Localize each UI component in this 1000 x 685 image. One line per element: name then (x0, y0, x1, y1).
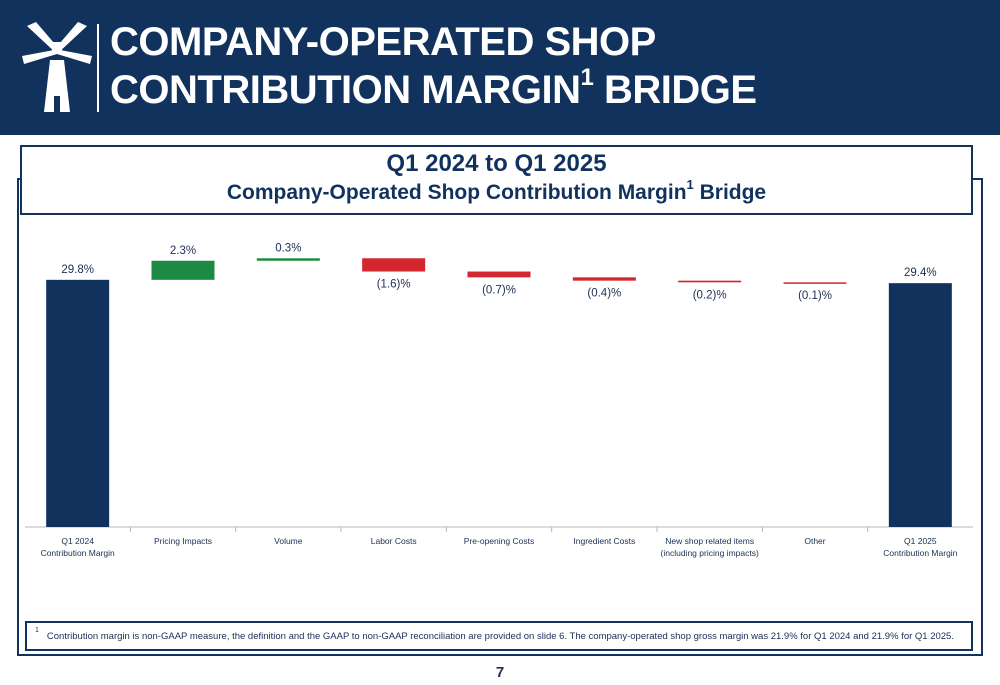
x-tick-label-9-line-1: Q1 2025 (904, 536, 937, 546)
page-title: COMPANY-OPERATED SHOP CONTRIBUTION MARGI… (110, 18, 757, 114)
bar-9 (888, 283, 952, 527)
x-tick-label-5: Pre-opening Costs (464, 536, 534, 546)
bar-7 (678, 280, 742, 283)
data-label-1: 29.8% (61, 264, 94, 276)
x-tick-label-9-line-2: Contribution Margin (883, 548, 957, 558)
x-tick-label-7-line-1: New shop related items (665, 536, 754, 546)
x-tick-label-3: Volume (274, 536, 303, 546)
chart-period-title: Q1 2024 to Q1 2025 (386, 150, 607, 177)
data-label-4: (1.6)% (377, 279, 411, 291)
windmill-icon (22, 22, 92, 112)
title-footnote-marker: 1 (580, 63, 594, 91)
footnote-text: Contribution margin is non-GAAP measure,… (46, 631, 954, 643)
page-number: 7 (495, 664, 505, 681)
data-label-8: (0.1)% (798, 290, 832, 302)
x-tick-label-1-line-2: Contribution Margin (41, 548, 115, 558)
footnote: 1 Contribution margin is non-GAAP measure… (25, 621, 973, 651)
bar-2 (151, 260, 215, 280)
data-label-7: (0.2)% (693, 289, 727, 301)
chart-subtitle-text: Company-Operated Shop Contribution Margi… (226, 181, 687, 204)
chart-title-box: Q1 2024 to Q1 2025 Company-Operated Shop… (20, 145, 973, 215)
data-label-5: (0.7)% (482, 284, 516, 296)
x-tick-label-8: Other (804, 536, 825, 546)
title-line-2-text: CONTRIBUTION MARGIN (110, 68, 581, 112)
data-label-2: 2.3% (170, 245, 196, 257)
header-banner: COMPANY-OPERATED SHOP CONTRIBUTION MARGI… (0, 0, 1000, 135)
x-tick-label-7-line-2: (including pricing impacts) (661, 548, 759, 558)
bar-8 (783, 282, 847, 284)
title-line-2-end: BRIDGE (593, 68, 757, 112)
chart-subtitle-footnote-marker: 1 (686, 177, 694, 192)
header-divider (97, 24, 99, 112)
x-tick-label-1-line-1: Q1 2024 (61, 536, 94, 546)
bar-6 (572, 277, 636, 281)
chart-subtitle: Company-Operated Shop Contribution Margi… (22, 178, 971, 208)
waterfall-chart: 29.8% Q1 2024 Contribution Margin 2.3% Prici… (25, 225, 980, 610)
bar-3 (256, 258, 320, 261)
bar-1 (46, 279, 110, 527)
waterfall-chart-svg: 29.8% Q1 2024 Contribution Margin 2.3% Prici… (25, 242, 973, 558)
bar-5 (467, 271, 531, 278)
chart-subtitle-end: Bridge (693, 181, 767, 204)
title-line-2: CONTRIBUTION MARGIN1 BRIDGE (110, 63, 757, 114)
data-label-6: (0.4)% (587, 288, 621, 300)
data-label-9: 29.4% (904, 267, 937, 279)
data-label-3: 0.3% (275, 242, 301, 254)
x-tick-label-4: Labor Costs (371, 536, 417, 546)
bar-4 (362, 258, 426, 272)
title-line-1: COMPANY-OPERATED SHOP (110, 20, 656, 64)
x-tick-label-2: Pricing Impacts (154, 536, 212, 546)
footnote-marker: 1 (35, 627, 39, 634)
x-tick-label-6: Ingredient Costs (573, 536, 635, 546)
